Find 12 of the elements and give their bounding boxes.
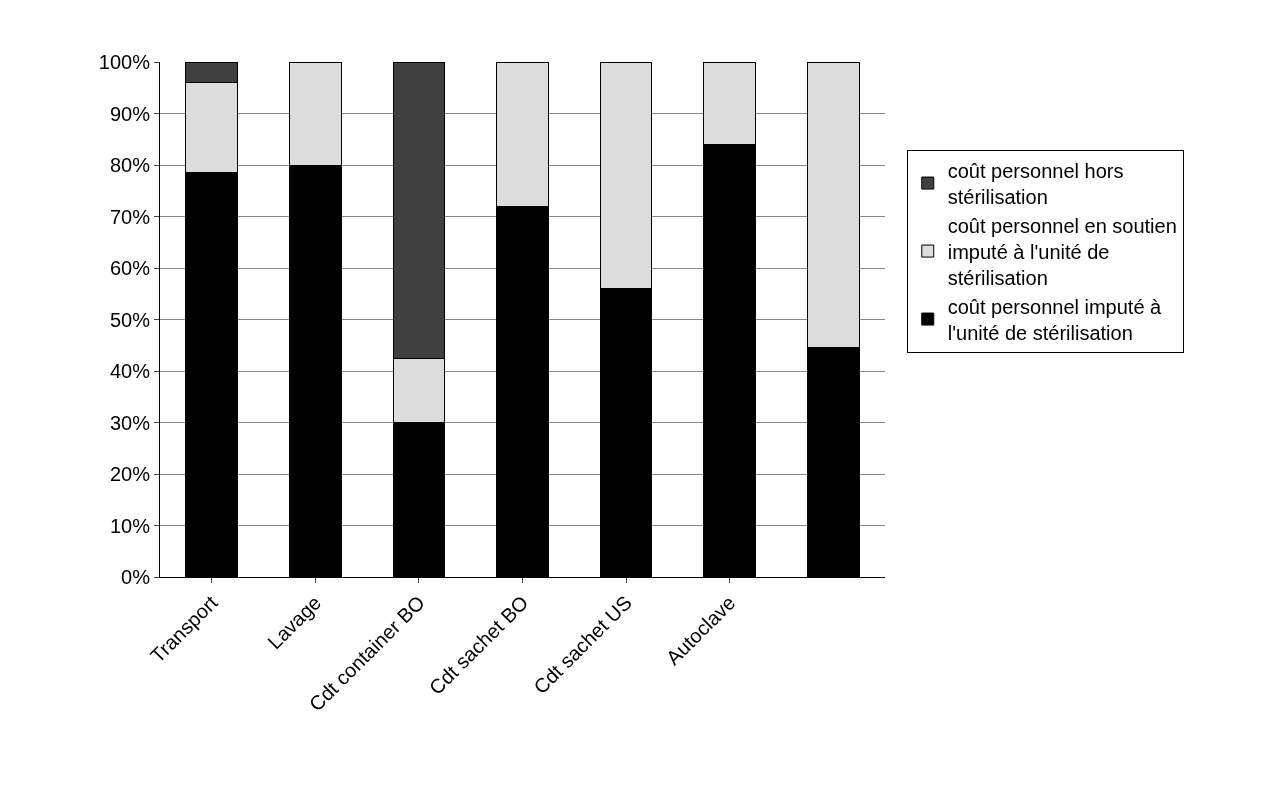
legend-label: coût personnel imputé à l'unité de stérilisation — [947, 295, 1163, 344]
y-tick-label: 80% — [109, 154, 151, 176]
y-tick-label: 10% — [109, 514, 151, 537]
y-tick-label: 50% — [109, 308, 151, 331]
y-tick-label: 40% — [109, 360, 151, 382]
y-tick-label: 60% — [109, 257, 151, 279]
y-tick-label: 100% — [98, 51, 151, 73]
y-tick-label: 90% — [109, 102, 151, 125]
y-tick-label: 70% — [109, 205, 151, 228]
y-tick-label: 20% — [109, 463, 151, 485]
y-tick-label: 30% — [109, 411, 151, 434]
y-tick-label: 0% — [121, 566, 151, 588]
